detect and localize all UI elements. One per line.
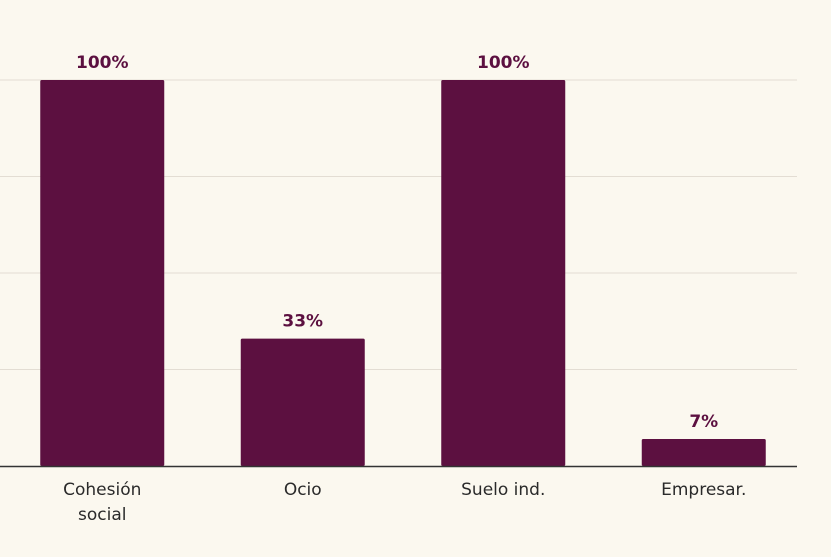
- bar-value-label: 33%: [282, 312, 323, 332]
- category-label: social: [78, 505, 126, 525]
- bar: [40, 80, 165, 466]
- category-label: Empresar.: [661, 480, 746, 500]
- category-label: Cohesión: [63, 480, 141, 500]
- bar-value-label: 100%: [477, 53, 530, 73]
- bar-value-label: 100%: [76, 53, 129, 73]
- bar: [441, 80, 566, 466]
- value-labels: 100% 33% 100% 7%: [76, 53, 718, 432]
- category-labels: Cohesión social Ocio Suelo ind. Empresar.: [63, 480, 746, 525]
- category-label: Ocio: [284, 480, 322, 500]
- bar: [240, 338, 365, 466]
- bars: [40, 80, 766, 466]
- bar: [641, 438, 766, 466]
- category-label: Suelo ind.: [461, 480, 545, 500]
- bar-value-label: 7%: [689, 412, 718, 432]
